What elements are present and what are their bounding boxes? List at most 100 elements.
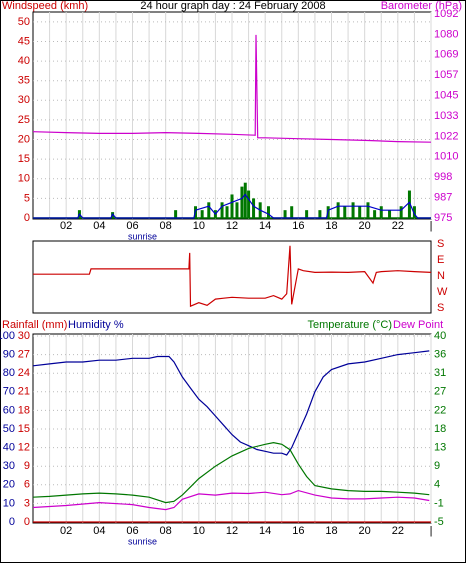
y2-tick-label: 1010: [434, 151, 458, 163]
y2-tick-label: 4: [434, 479, 440, 491]
bar: [407, 190, 411, 218]
y3-tick-label: 6: [24, 479, 30, 491]
y-tick-label: 30: [18, 94, 30, 106]
x-tick-label: 02: [60, 525, 72, 537]
y-tick-label: 45: [18, 35, 30, 47]
y-tick-label: 70: [3, 386, 15, 398]
bar: [220, 202, 224, 218]
y-tick-label: S: [437, 238, 444, 250]
bar: [207, 202, 211, 218]
y-tick-label: 40: [18, 55, 30, 67]
bar: [240, 186, 244, 218]
y-tick-label: 35: [18, 75, 30, 87]
x-tick-label: 06: [126, 525, 138, 537]
y2-tick-label: 18: [434, 423, 446, 435]
legend-entry: Temperature (°C): [308, 319, 392, 331]
x-tick-label: 16: [292, 220, 304, 232]
bar: [358, 206, 362, 218]
y3-tick-label: 24: [18, 367, 30, 379]
y3-tick-label: 27: [18, 349, 30, 361]
bar: [225, 206, 229, 218]
bar: [343, 206, 347, 218]
y2-tick-label: 27: [434, 386, 446, 398]
x-tick-label: 08: [160, 220, 172, 232]
y-tick-label: 10: [3, 497, 15, 509]
y2-tick-label: 1092: [434, 8, 458, 20]
y-tick-label: 20: [3, 479, 15, 491]
y-tick-label: 50: [18, 16, 30, 28]
y2-tick-label: 22: [434, 404, 446, 416]
y3-tick-label: 9: [24, 460, 30, 472]
bar: [266, 206, 270, 218]
legend-entry: Dew Point: [393, 319, 443, 331]
y-tick-label: S: [437, 302, 444, 314]
y2-tick-label: 31: [434, 367, 446, 379]
x-tick-label: 20: [359, 220, 371, 232]
y-tick-label: 10: [18, 173, 30, 185]
x-tick-label: 16: [292, 525, 304, 537]
bar: [235, 202, 239, 218]
bar: [230, 194, 234, 218]
y2-tick-label: 987: [434, 192, 452, 204]
legend-entry: Humidity %: [68, 319, 124, 331]
bar: [243, 182, 247, 218]
y-tick-label: 60: [3, 404, 15, 416]
y2-tick-label: 1033: [434, 110, 458, 122]
annotation: sunrise: [128, 231, 157, 241]
y2-tick-label: 13: [434, 442, 446, 454]
legend-entry: Rainfall (mm): [2, 319, 67, 331]
y-tick-label: 80: [3, 367, 15, 379]
bar: [351, 202, 355, 218]
bar: [174, 210, 178, 218]
y-tick-label: 15: [18, 153, 30, 165]
y2-tick-label: 975: [434, 212, 452, 224]
bar: [388, 210, 392, 218]
y2-tick-label: 1045: [434, 90, 458, 102]
y2-tick-label: 998: [434, 171, 452, 183]
x-tick-label: 04: [93, 525, 105, 537]
x-tick-label: 12: [226, 220, 238, 232]
x-tick-label: 22: [392, 220, 404, 232]
y-axis-label: Windspeed (kmh): [2, 0, 88, 12]
plot-frame: [32, 240, 432, 314]
bar: [200, 210, 204, 218]
x-tick-label: 20: [359, 525, 371, 537]
y-tick-label: 20: [18, 133, 30, 145]
y-tick-label: 25: [18, 114, 30, 126]
x-tick-label: 04: [93, 220, 105, 232]
y-tick-label: 30: [3, 460, 15, 472]
bar: [305, 210, 309, 218]
x-tick-label: 14: [259, 525, 271, 537]
y-tick-label: 5: [24, 192, 30, 204]
chart-title: 24 hour graph day : 24 February 2008: [140, 0, 325, 12]
bar: [318, 210, 322, 218]
x-tick-label: 18: [325, 525, 337, 537]
series-line: [33, 193, 431, 219]
bar: [336, 202, 340, 218]
x-tick-label: 12: [226, 525, 238, 537]
y2-tick-label: 1080: [434, 28, 458, 40]
y-tick-label: 0: [24, 212, 30, 224]
y3-tick-label: 18: [18, 404, 30, 416]
y2-tick-label: 1057: [434, 69, 458, 81]
y3-tick-label: 15: [18, 423, 30, 435]
y-tick-label: 50: [3, 423, 15, 435]
y-tick-label: 0: [9, 516, 15, 528]
x-tick-label: |: [430, 525, 433, 537]
y2-tick-label: 1022: [434, 130, 458, 142]
x-tick-label: 18: [325, 220, 337, 232]
y-tick-label: 100: [0, 330, 15, 342]
x-tick-label: 22: [392, 525, 404, 537]
series-line: [32, 350, 430, 456]
bar: [373, 210, 377, 218]
bar: [379, 206, 383, 218]
y-tick-label: E: [437, 254, 444, 266]
y-tick-label: 90: [3, 349, 15, 361]
x-tick-label: 10: [193, 220, 205, 232]
bar: [252, 198, 256, 218]
y3-tick-label: 3: [24, 497, 30, 509]
series-line: [32, 34, 432, 143]
series-line: [33, 245, 432, 308]
x-tick-label: 06: [126, 220, 138, 232]
y2-tick-label: 40: [434, 330, 446, 342]
